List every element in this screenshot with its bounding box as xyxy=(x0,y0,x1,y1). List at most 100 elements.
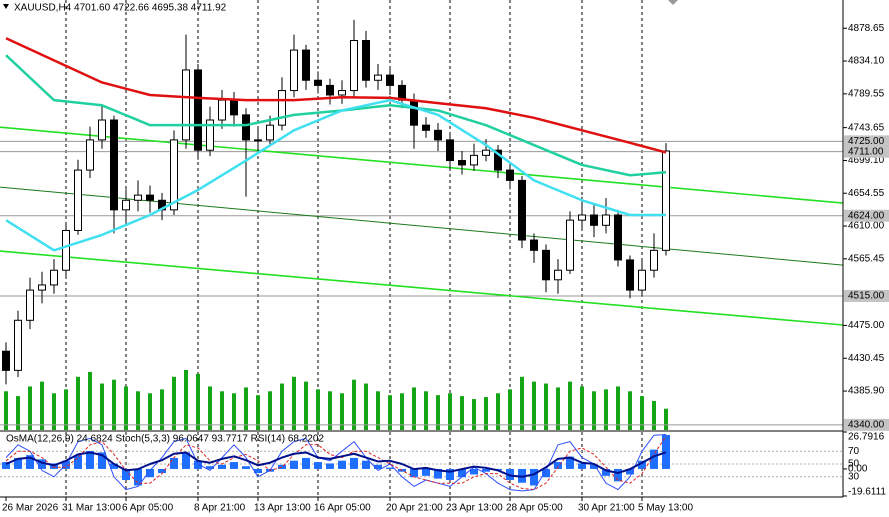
osma-bar xyxy=(566,456,574,469)
x-tick-label: 13 Apr 13:00 xyxy=(254,503,311,514)
volume-bar xyxy=(628,391,632,430)
volume-bar xyxy=(244,387,248,430)
volume-bar xyxy=(160,389,164,430)
y2-tick-label: 70 xyxy=(848,446,860,457)
candle-body xyxy=(434,129,442,141)
volume-bar xyxy=(316,389,320,430)
candle-body xyxy=(146,194,154,201)
osma-bar xyxy=(62,460,70,469)
candle-body xyxy=(542,249,550,281)
symbol-menu-icon[interactable] xyxy=(3,4,9,9)
candle-body xyxy=(62,229,70,271)
indicator-title: OsMA(12,26,9) 24.6824 Stoch(5,3,3) 96.06… xyxy=(6,434,324,445)
candle-body xyxy=(230,99,238,116)
osma-bar xyxy=(650,449,658,469)
candle-body xyxy=(578,214,586,221)
y-tick-label: 4743.65 xyxy=(848,122,885,133)
candle-body xyxy=(458,160,466,166)
candle-body xyxy=(386,74,394,86)
y-tick-label: 4610.00 xyxy=(848,221,885,232)
volume-bar xyxy=(508,389,512,430)
volume-bar xyxy=(184,370,188,430)
y-tick-label: -19.6111 xyxy=(848,487,886,498)
candle-body xyxy=(446,139,454,162)
osma-bar xyxy=(446,468,454,480)
x-tick-label: 23 Apr 13:00 xyxy=(446,503,503,514)
volume-bar xyxy=(460,396,464,430)
volume-bar xyxy=(280,383,284,430)
osma-bar xyxy=(86,451,94,469)
y-tick-label: 26.7916 xyxy=(848,432,885,443)
osma-bar xyxy=(170,457,178,469)
volume-bar xyxy=(232,393,236,430)
candle-body xyxy=(518,179,526,241)
volume-bar xyxy=(4,391,8,430)
candle-body xyxy=(374,74,382,81)
y-tick-label: 4699.10 xyxy=(848,155,885,166)
volume-bar xyxy=(268,391,272,430)
y2-tick-label: 50 xyxy=(848,459,860,470)
candle-body xyxy=(350,39,358,92)
volume-bar xyxy=(28,386,32,430)
osma-bar xyxy=(146,468,154,478)
y-tick-label: 4878.65 xyxy=(848,23,885,34)
oscillator-line xyxy=(5,434,667,492)
osma-bar xyxy=(98,452,106,469)
trend-line xyxy=(0,126,844,204)
volume-bar xyxy=(616,386,620,430)
osma-bar xyxy=(602,468,610,476)
oscillator-line xyxy=(5,451,667,478)
candle-body xyxy=(314,79,322,86)
osma-bar xyxy=(362,460,370,469)
volume-bar xyxy=(472,399,476,430)
volume-bar xyxy=(304,381,308,430)
osma-bar xyxy=(182,452,190,469)
osma-bar xyxy=(2,462,10,469)
volume-bar xyxy=(448,393,452,430)
volume-bar xyxy=(376,391,380,430)
osma-bar xyxy=(14,457,22,469)
volume-bar xyxy=(112,379,116,430)
candle-body xyxy=(194,69,202,151)
candle-body xyxy=(110,119,118,211)
price-level-box xyxy=(844,145,889,158)
price-level-label: 4711.00 xyxy=(848,146,884,157)
volume-bar xyxy=(424,391,428,430)
x-tick-label: 16 Apr 05:00 xyxy=(314,503,371,514)
chart-title: XAUUSD,H4 4701.60 4722.66 4695.38 4711.9… xyxy=(14,3,227,14)
candle-body xyxy=(482,149,490,156)
candle-body xyxy=(206,119,214,151)
osma-bar xyxy=(290,460,298,469)
candle-body xyxy=(554,269,562,281)
osma-bar xyxy=(218,464,226,469)
volume-bar xyxy=(88,371,92,430)
osma-bar xyxy=(410,468,418,478)
x-tick-label: 8 Apr 21:00 xyxy=(194,503,246,514)
volume-bar xyxy=(220,391,224,430)
candle-body xyxy=(530,239,538,251)
osma-bar xyxy=(74,455,82,469)
osma-bar xyxy=(482,468,490,472)
osma-bar xyxy=(614,468,622,482)
candle-body xyxy=(26,289,34,321)
candle-body xyxy=(422,124,430,131)
volume-bar xyxy=(52,393,56,430)
volume-bar xyxy=(520,376,524,430)
volume-bar xyxy=(100,383,104,430)
candle-body xyxy=(14,319,22,371)
osma-bar xyxy=(194,460,202,469)
candle-body xyxy=(638,269,646,291)
osma-bar xyxy=(122,468,130,480)
osma-bar xyxy=(254,468,262,474)
plot-layer xyxy=(0,19,844,492)
volume-bar xyxy=(652,400,656,430)
volume-bar xyxy=(328,391,332,430)
volume-bar xyxy=(196,373,200,430)
osma-bar xyxy=(302,457,310,469)
osma-bar xyxy=(638,460,646,469)
y-tick-label: 0.00 xyxy=(848,464,868,475)
volume-bar xyxy=(256,395,260,430)
trade-panel-toggle[interactable] xyxy=(668,0,678,5)
candle-body xyxy=(566,219,574,271)
volume-bar xyxy=(436,395,440,430)
